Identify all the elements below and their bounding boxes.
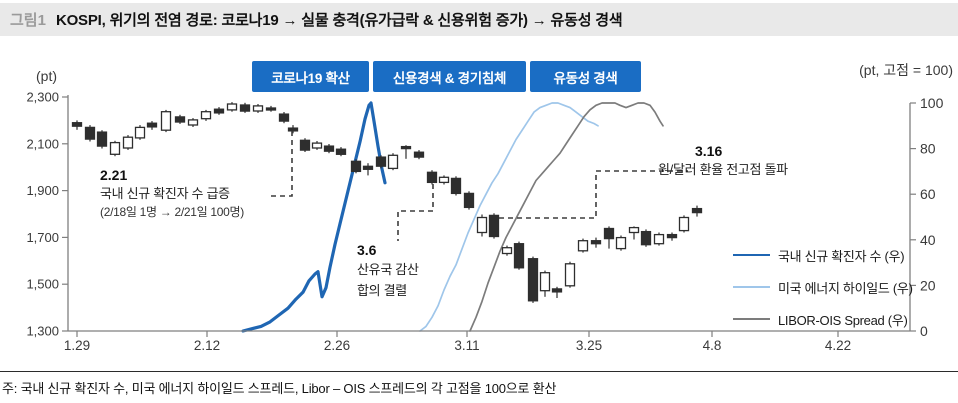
annotation-text: 합의 결렬	[357, 283, 407, 298]
annotation-text: 산유국 감산	[357, 262, 419, 277]
axis-tick-label: 1,900	[26, 183, 59, 198]
annotation-connector	[268, 131, 293, 197]
annotation-connector	[499, 170, 688, 219]
annotation-text: 원/달러 환율 전고점 돌파	[658, 162, 788, 177]
line-energy-high-yield	[419, 102, 599, 332]
axis-tick-label: 2.26	[324, 338, 350, 353]
axis-tick-label: 20	[920, 277, 936, 293]
annotation-date: 3.16	[695, 143, 723, 159]
axis-tick-label: 2.12	[194, 338, 220, 353]
annotation-date: 3.6	[357, 242, 377, 258]
figure-title-bar: 그림1 KOSPI, 위기의 전염 경로: 코로나19 → 실물 충격(유가급락…	[0, 3, 958, 36]
axis-tick-label: 1,500	[26, 277, 59, 292]
annotation-text: 국내 신규 확진자 수 급증	[100, 186, 230, 201]
axis-tick-label: 1,300	[26, 324, 59, 339]
line-libor-ois	[469, 102, 664, 332]
axis-tick-label: 1.29	[64, 338, 90, 353]
axis-tick-label: 1,700	[26, 230, 59, 245]
phase-credit-crunch-recession: 신용경색 & 경기침체	[373, 61, 526, 92]
legend-line-energy-high-yield-icon	[733, 286, 770, 288]
axis-tick-label: 3.25	[576, 338, 602, 353]
axis-tick-label: 100	[920, 95, 944, 111]
axis-tick-label: (pt, 고점 = 100)	[859, 62, 953, 78]
annotation-3-6: 3.6 산유국 감산 합의 결렬	[357, 241, 419, 301]
axis-tick-label: 2,300	[26, 90, 59, 105]
axes	[67, 95, 911, 332]
phase-covid-spread: 코로나19 확산	[252, 61, 369, 92]
annotation-3-16: 3.16 원/달러 환율 전고점 돌파	[658, 142, 788, 179]
axis-tick-label: 40	[920, 232, 936, 248]
legend-line-confirmed-cases-icon	[733, 253, 770, 257]
axis-tick-label: 4.8	[703, 338, 722, 353]
axis-tick-label: 80	[920, 141, 936, 157]
footnote: 주: 국내 신규 확진자 수, 미국 에너지 하이일드 스프레드, Libor …	[0, 371, 958, 397]
axis-tick-label: 3.11	[454, 338, 479, 353]
phase-liquidity-crunch: 유동성 경색	[530, 61, 641, 92]
kospi-candles	[71, 102, 703, 303]
annotation-date: 2.21	[100, 167, 128, 183]
figure-tag: 그림1	[10, 12, 46, 29]
annotation-2-21: 2.21 국내 신규 확진자 수 급증 (2/18일 1명 → 2/21일 10…	[100, 166, 244, 221]
axis-tick-label: 60	[920, 186, 936, 202]
legend: 국내 신규 확진자 수 (우) 미국 에너지 하이일드 (우) LIBOR-OI…	[733, 239, 913, 335]
axis-tick-label: 2,100	[26, 136, 59, 151]
axis-tick-label: 0	[920, 323, 928, 339]
annotation-connector	[397, 184, 434, 241]
legend-item-libor-ois: LIBOR-OIS Spread (우)	[733, 303, 913, 335]
axis-tick-label: (pt)	[36, 68, 57, 84]
legend-line-libor-ois-icon	[733, 318, 770, 320]
annotation-subtext: (2/18일 1명 → 2/21일 100명)	[100, 205, 244, 219]
figure-title: KOSPI, 위기의 전염 경로: 코로나19 → 실물 충격(유가급락 & 신…	[55, 12, 623, 29]
axis-tick-label: 4.22	[825, 338, 851, 353]
legend-item-energy-high-yield: 미국 에너지 하이일드 (우)	[733, 271, 913, 303]
line-confirmed-cases	[241, 101, 387, 333]
legend-item-confirmed-cases: 국내 신규 확진자 수 (우)	[733, 239, 913, 271]
